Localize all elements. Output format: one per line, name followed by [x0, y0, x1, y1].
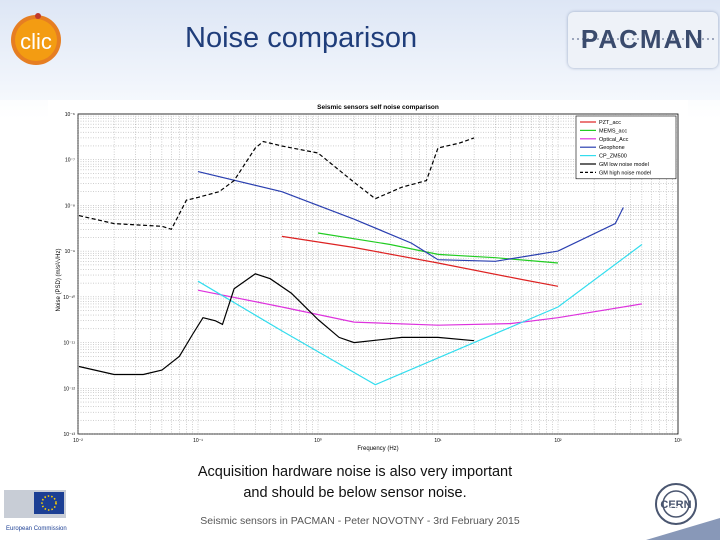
y-tick-label: 10⁻¹³ — [63, 432, 75, 438]
x-tick-label: 10⁰ — [314, 438, 322, 444]
legend-label: Optical_Acc — [599, 137, 629, 143]
legend-label: PZT_acc — [599, 120, 621, 126]
y-tick-label: 10⁻¹¹ — [63, 341, 75, 347]
y-tick-label: 10⁻¹² — [63, 386, 75, 392]
svg-text:CERN: CERN — [660, 499, 691, 511]
series-line-optical-acc — [197, 289, 642, 326]
cern-logo: CERN — [646, 483, 720, 540]
svg-text:clic: clic — [20, 29, 52, 54]
y-tick-label: 10⁻⁶ — [65, 112, 75, 118]
svg-text:European Commission: European Commission — [6, 526, 67, 532]
series-line-gm-high-noise-model — [78, 137, 475, 231]
series-line-gm-low-noise-model — [78, 273, 475, 376]
y-tick-label: 10⁻⁸ — [65, 203, 75, 209]
legend-label: CP_ZM500 — [599, 154, 627, 160]
x-axis-label: Frequency (Hz) — [357, 446, 398, 452]
chart-legend: PZT_acc MEMS_acc Optical_Acc Geophone CP_ZM5… — [575, 115, 677, 180]
caption-line-2: and should be below sensor noise. — [243, 485, 467, 501]
x-tick-label: 10¹ — [434, 438, 442, 444]
y-tick-label: 10⁻⁷ — [65, 158, 75, 164]
chart-svg: Seismic sensors self noise comparison 10… — [55, 104, 682, 452]
y-tick-label: 10⁻¹⁰ — [63, 295, 75, 301]
page-number: 17 — [668, 505, 680, 516]
series-line-mems-acc — [317, 232, 559, 264]
caption-line-1: Acquisition hardware noise is also very … — [197, 464, 513, 480]
legend-label: GM high noise model — [599, 170, 651, 176]
legend-label: Geophone — [599, 145, 625, 151]
chart-title: Seismic sensors self noise comparison — [317, 104, 439, 111]
european-commission-logo: European Commission — [4, 490, 67, 532]
pacman-logo: PACMAN — [568, 12, 718, 68]
svg-text:PACMAN: PACMAN — [581, 24, 705, 54]
legend-label: GM low noise model — [599, 162, 649, 168]
x-tick-label: 10³ — [674, 438, 682, 444]
x-tick-label: 10⁻¹ — [193, 438, 203, 444]
legend-label: MEMS_acc — [599, 128, 627, 134]
series-line-pzt-acc — [281, 235, 559, 287]
slide-caption: Acquisition hardware noise is also very … — [140, 462, 570, 504]
chart-series — [78, 137, 643, 386]
chart-ticks: 10⁻² 10⁻¹ 10⁰ 10¹ 10² 10³ 10⁻⁶ 10⁻⁷ 10⁻⁸ 10⁻⁹ 10⁻¹… — [63, 112, 682, 444]
y-axis-label: Noise (PSD) (m/s²/√Hz) — [55, 249, 62, 312]
slide-footer: Seismic sensors in PACMAN - Peter NOVOTN… — [200, 515, 520, 527]
series-line-cp-zm500 — [197, 244, 643, 386]
x-tick-label: 10⁻² — [73, 438, 83, 444]
noise-chart: Seismic sensors self noise comparison 10… — [48, 100, 688, 452]
series-line-geophone — [197, 171, 624, 262]
x-tick-label: 10² — [554, 438, 562, 444]
y-tick-label: 10⁻⁹ — [65, 249, 75, 255]
clic-logo: clic — [11, 13, 61, 65]
slide-title: Noise comparison — [185, 22, 418, 54]
